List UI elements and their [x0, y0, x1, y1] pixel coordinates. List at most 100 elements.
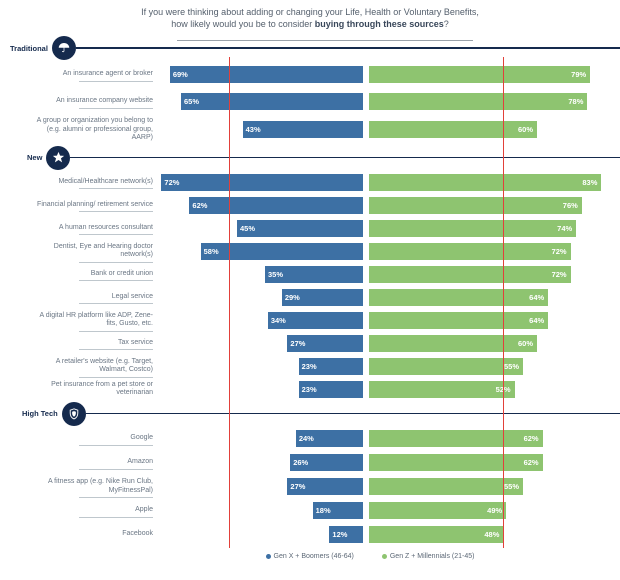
genz-value-label: 72% — [551, 246, 567, 256]
category-label: An insurance agent or broker — [0, 68, 160, 82]
legend-item-genz: Gen Z + Millennials (21-45) — [381, 553, 475, 560]
genz-bar-cell: 83% — [369, 173, 620, 191]
chart-row: Legal service 29% 64% — [0, 286, 620, 309]
genx-value-label: 12% — [332, 530, 348, 539]
genz-bar-cell: 62% — [369, 430, 620, 447]
genz-bar: 76% — [369, 196, 582, 214]
genz-bar: 64% — [369, 288, 549, 306]
genz-bar-cell: 72% — [369, 242, 620, 260]
category-label: A digital HR platform like ADP, Zene-fit… — [0, 310, 160, 332]
genz-bar: 83% — [369, 173, 602, 191]
genx-bar-cell: 65% — [160, 93, 363, 110]
genz-bar: 64% — [369, 311, 549, 329]
reference-line-right — [503, 57, 504, 548]
genz-bar: 62% — [369, 430, 543, 447]
genz-bar: 48% — [369, 526, 504, 543]
legend-item-genx: Gen X + Boomers (46-64) — [265, 553, 354, 560]
chart-row: A fitness app (e.g. Nike Run Club, MyFit… — [0, 475, 620, 499]
chart-body: Traditional An insurance agent or broker 6… — [0, 35, 620, 547]
genz-bar: 60% — [369, 121, 537, 139]
genz-bar-cell: 72% — [369, 265, 620, 283]
section-traditional: Traditional An insurance agent or broker 6… — [0, 35, 620, 145]
genx-bar-cell: 34% — [160, 311, 363, 329]
genx-value-label: 65% — [184, 97, 200, 106]
genx-value-label: 62% — [192, 200, 208, 210]
category-label: A human resources consultant — [0, 222, 160, 235]
genx-value-label: 27% — [290, 482, 306, 491]
category-label: Google — [0, 432, 160, 446]
genx-bar-cell: 72% — [160, 173, 363, 191]
category-label: Tax service — [0, 337, 160, 350]
category-label: An insurance company website — [0, 95, 160, 109]
reference-line-left — [229, 57, 230, 548]
genz-bar-cell: 79% — [369, 66, 620, 83]
genx-bar: 29% — [281, 288, 363, 306]
section-header-high-tech: High Tech — [0, 401, 620, 427]
genz-bar-cell: 55% — [369, 357, 620, 375]
genx-value-label: 34% — [270, 315, 286, 325]
category-label: A retailer's website (e.g. Target, Walma… — [0, 356, 160, 378]
genx-bar-cell: 62% — [160, 196, 363, 214]
genx-bar-cell: 35% — [160, 265, 363, 283]
genz-bar: 62% — [369, 454, 543, 471]
shield-icon — [61, 401, 86, 426]
umbrella-icon — [51, 36, 76, 60]
chart-row: Dentist, Eye and Hearing doctor network(… — [0, 240, 620, 263]
genz-value-label: 62% — [523, 434, 539, 443]
genz-value-label: 55% — [503, 482, 519, 491]
genx-value-label: 23% — [301, 384, 317, 394]
chart-row: Bank or credit union 35% 72% — [0, 263, 620, 286]
legend-label-genz: Gen Z + Millennials (21-45) — [389, 553, 475, 560]
genz-bar: 60% — [369, 334, 537, 352]
genz-value-label: 78% — [568, 97, 584, 106]
genz-bar-cell: 48% — [369, 526, 620, 543]
genz-value-label: 62% — [523, 458, 539, 467]
genx-bar: 27% — [287, 334, 363, 352]
genz-value-label: 55% — [503, 361, 519, 371]
section-divider-line — [75, 47, 620, 49]
genx-value-label: 27% — [290, 338, 306, 348]
genz-bar-cell: 60% — [369, 334, 620, 352]
genx-legend-dot-icon — [265, 554, 271, 559]
genz-value-label: 49% — [487, 506, 503, 515]
section-divider-line — [70, 156, 620, 159]
chart-row: Tax service 27% 60% — [0, 332, 620, 355]
category-label: Pet insurance from a pet store or veteri… — [51, 380, 153, 397]
genx-bar-cell: 12% — [160, 526, 363, 543]
star-icon — [46, 145, 71, 170]
genz-bar-cell: 64% — [369, 288, 620, 306]
genz-legend-dot-icon — [381, 554, 387, 559]
genz-value-label: 48% — [484, 530, 500, 539]
category-label: Amazon — [0, 456, 160, 470]
section-new: New Medical/Healthcare network(s) 72% 83% Fi… — [0, 145, 620, 401]
genx-bar-cell: 26% — [160, 454, 363, 471]
genx-value-label: 45% — [240, 223, 256, 233]
title-line2-bold: buying through these sources — [314, 18, 444, 29]
section-name-label: New — [27, 153, 43, 162]
genz-bar-cell: 74% — [369, 219, 620, 237]
category-label: Bank or credit union — [0, 268, 160, 281]
genx-bar: 58% — [200, 242, 363, 260]
category-label: Apple — [0, 504, 160, 518]
genx-bar: 23% — [298, 380, 363, 398]
chart-row: Facebook 12% 48% — [0, 523, 620, 547]
genx-bar-cell: 23% — [160, 380, 363, 398]
genx-bar-cell: 29% — [160, 288, 363, 306]
genz-bar-cell: 76% — [369, 196, 620, 214]
genz-bar: 52% — [369, 380, 515, 398]
genx-bar: 23% — [298, 357, 363, 375]
genx-value-label: 26% — [293, 458, 309, 467]
section-name-label: Traditional — [10, 43, 48, 53]
genx-bar: 18% — [312, 502, 363, 519]
genx-bar: 62% — [189, 196, 363, 214]
category-label: Medical/Healthcare network(s) — [0, 176, 160, 189]
chart-row: A human resources consultant 45% 74% — [0, 217, 620, 240]
chart-row: Financial planning/ retirement service 62… — [0, 194, 620, 217]
chart-row: Pet insurance from a pet store or veteri… — [0, 378, 620, 401]
section-high-tech: High Tech Google 24% 62% Amazon 26% 62% A fitne… — [0, 401, 620, 547]
chart-row: A digital HR platform like ADP, Zene-fit… — [0, 309, 620, 332]
chart-row: A group or organization you belong to (e… — [0, 115, 620, 145]
genx-bar: 12% — [329, 526, 363, 543]
genx-bar-cell: 69% — [160, 66, 363, 83]
